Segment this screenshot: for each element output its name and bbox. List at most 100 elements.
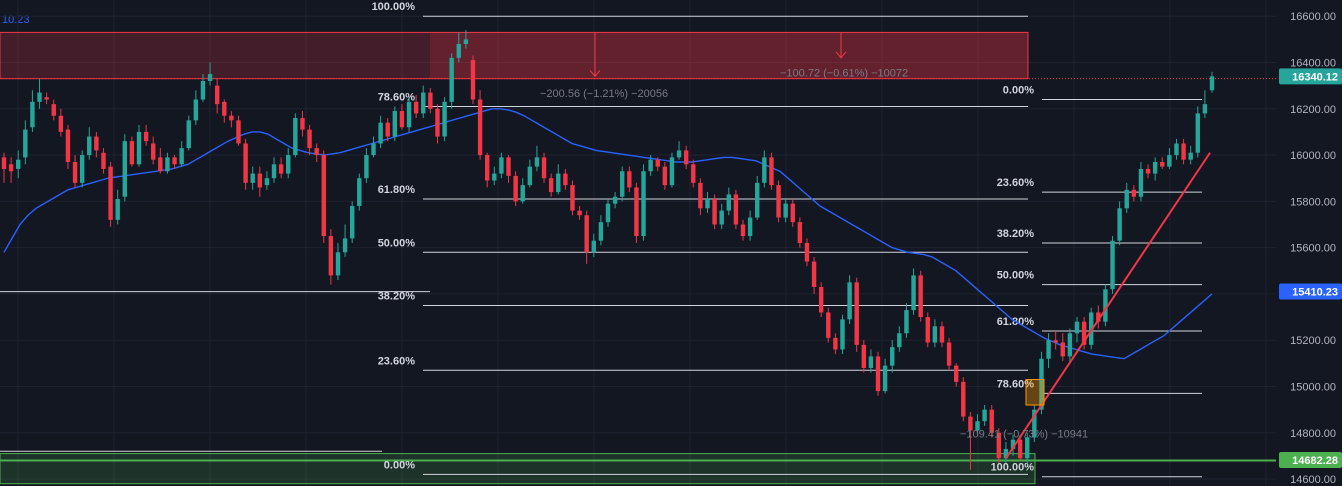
candle[interactable] — [818, 282, 824, 318]
candle[interactable] — [293, 113, 298, 158]
candle[interactable] — [1060, 333, 1065, 362]
candle[interactable] — [641, 164, 646, 241]
candle[interactable] — [16, 150, 21, 179]
candle[interactable] — [620, 166, 625, 202]
candle[interactable] — [1088, 307, 1094, 350]
candle[interactable] — [435, 104, 440, 144]
candle[interactable] — [570, 180, 575, 216]
candle[interactable] — [357, 173, 362, 211]
candle[interactable] — [492, 166, 497, 186]
candle[interactable] — [982, 405, 987, 426]
candle[interactable] — [811, 256, 817, 294]
candle[interactable] — [1053, 330, 1058, 350]
support-zone[interactable] — [0, 453, 1036, 485]
candle[interactable] — [691, 159, 696, 188]
candle[interactable] — [1202, 90, 1208, 119]
candle[interactable] — [385, 118, 390, 142]
candle[interactable] — [8, 157, 14, 183]
candle[interactable] — [591, 233, 596, 257]
candle[interactable] — [541, 152, 547, 183]
trend-line[interactable] — [1005, 152, 1211, 459]
candle[interactable] — [463, 30, 469, 49]
candle[interactable] — [222, 99, 227, 123]
candle[interactable] — [975, 414, 980, 436]
candle[interactable] — [790, 199, 795, 227]
candle[interactable] — [300, 111, 305, 137]
candle[interactable] — [1160, 157, 1165, 169]
candle[interactable] — [904, 303, 909, 338]
candle[interactable] — [747, 210, 753, 241]
price-tag-ma[interactable] — [1279, 283, 1342, 300]
candle[interactable] — [506, 155, 511, 183]
candle[interactable] — [271, 157, 277, 183]
candle[interactable] — [939, 321, 945, 348]
candle[interactable] — [548, 173, 554, 197]
candle[interactable] — [1096, 305, 1101, 329]
candle[interactable] — [925, 312, 930, 348]
candle[interactable] — [286, 148, 291, 179]
candle[interactable] — [882, 358, 888, 394]
candle[interactable] — [264, 171, 270, 190]
candle[interactable] — [477, 90, 483, 160]
candle[interactable] — [847, 275, 852, 324]
candle[interactable] — [143, 124, 149, 146]
candle[interactable] — [1103, 284, 1108, 327]
candle[interactable] — [342, 224, 348, 257]
candle[interactable] — [413, 94, 419, 119]
candle[interactable] — [932, 319, 938, 348]
candle[interactable] — [23, 120, 28, 165]
candle[interactable] — [1209, 71, 1215, 93]
candle[interactable] — [484, 152, 490, 188]
candle[interactable] — [158, 148, 163, 174]
candle[interactable] — [783, 199, 788, 223]
candle[interactable] — [1074, 317, 1080, 343]
candle[interactable] — [1195, 106, 1200, 158]
candle[interactable] — [861, 340, 867, 373]
candle[interactable] — [577, 205, 582, 220]
candle[interactable] — [527, 159, 533, 188]
candle[interactable] — [513, 171, 518, 206]
candle[interactable] — [563, 168, 568, 190]
price-tag-last[interactable] — [1279, 68, 1342, 85]
candle[interactable] — [797, 217, 803, 248]
candle[interactable] — [193, 90, 199, 125]
measure-box[interactable] — [1025, 379, 1045, 406]
candle[interactable] — [584, 210, 589, 264]
candle[interactable] — [442, 97, 447, 142]
candle[interactable] — [897, 326, 902, 352]
candle[interactable] — [314, 143, 319, 162]
candle[interactable] — [250, 166, 255, 190]
candle[interactable] — [214, 78, 220, 114]
candle[interactable] — [399, 104, 405, 130]
candle[interactable] — [556, 164, 561, 195]
candle[interactable] — [1067, 328, 1073, 364]
candle[interactable] — [58, 108, 64, 137]
candle[interactable] — [151, 136, 156, 165]
candle[interactable] — [890, 340, 895, 373]
candle[interactable] — [44, 92, 49, 105]
candle[interactable] — [449, 53, 454, 109]
candle[interactable] — [1167, 148, 1172, 169]
candle[interactable] — [598, 215, 604, 246]
candle[interactable] — [72, 155, 78, 188]
candle[interactable] — [364, 148, 369, 183]
candle[interactable] — [520, 178, 525, 204]
candle[interactable] — [30, 90, 35, 132]
candle[interactable] — [726, 187, 732, 216]
candle[interactable] — [101, 148, 106, 174]
candle[interactable] — [833, 333, 838, 355]
candle[interactable] — [328, 229, 334, 285]
candle[interactable] — [868, 349, 874, 373]
candle[interactable] — [676, 141, 682, 160]
candle[interactable] — [918, 270, 923, 322]
candle[interactable] — [1138, 162, 1144, 202]
candle[interactable] — [1131, 185, 1137, 202]
candle[interactable] — [648, 155, 653, 176]
candle[interactable] — [875, 351, 881, 396]
candle[interactable] — [804, 238, 810, 267]
candle[interactable] — [534, 145, 540, 172]
candle[interactable] — [627, 166, 632, 193]
candle[interactable] — [1174, 138, 1179, 160]
candle[interactable] — [712, 194, 717, 230]
